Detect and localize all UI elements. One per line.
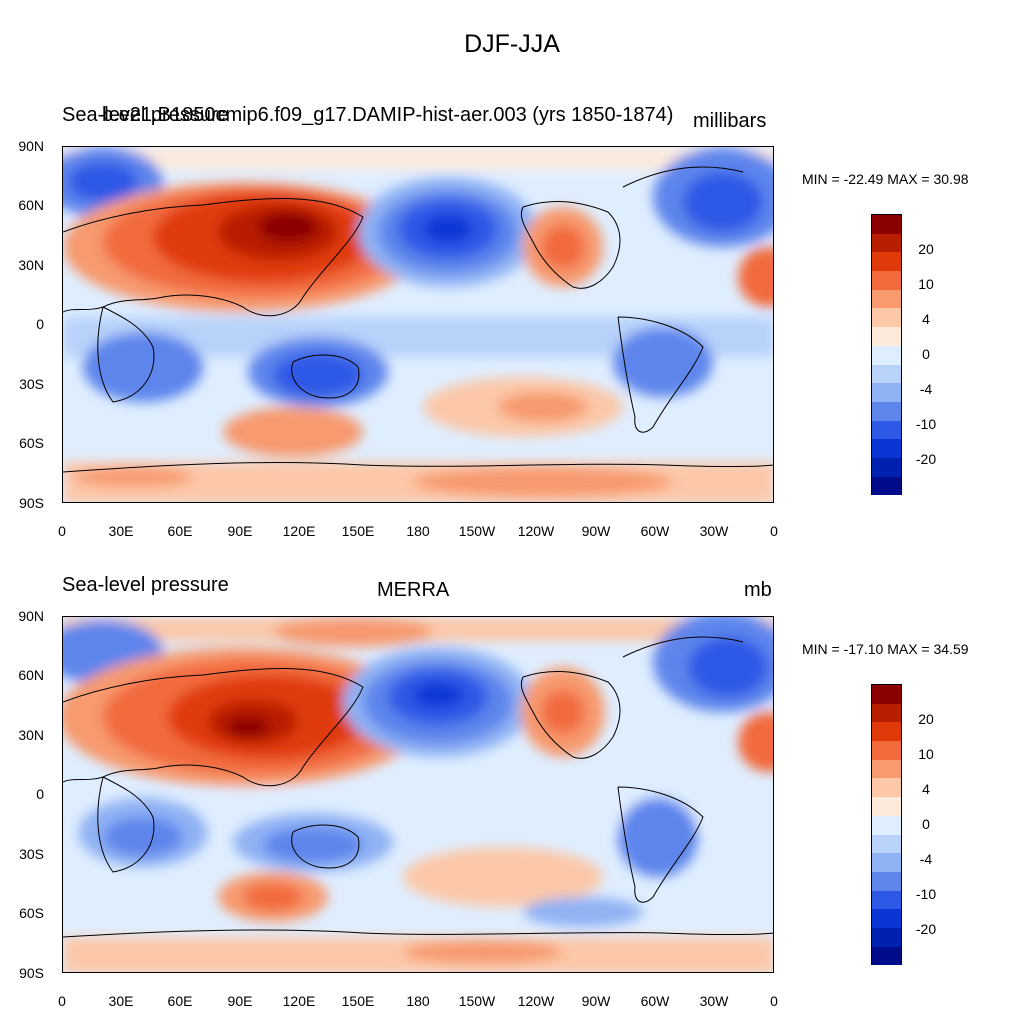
panel1-lon-label: 30E — [108, 523, 134, 539]
colorbar-swatch — [872, 457, 901, 477]
panel2-lon-label: 90W — [581, 993, 611, 1009]
panel1-colorbar-label: -10 — [915, 416, 937, 432]
colorbar-swatch — [872, 345, 901, 365]
panel2-lat-label-90n: 90N — [18, 608, 44, 624]
panel2-lon-label: 0 — [770, 993, 778, 1009]
panel1-lat-label-eq: 0 — [36, 316, 44, 332]
panel2-colorbar-label: 20 — [918, 711, 934, 727]
panel1-lon-label: 150E — [341, 523, 375, 539]
panel2-colorbar-label: 4 — [922, 781, 930, 797]
panel2-lon-label: 90E — [227, 993, 253, 1009]
panel1-units-label: millibars — [693, 110, 767, 132]
panel1-lon-label: 30W — [699, 523, 729, 539]
colorbar-swatch — [872, 797, 901, 816]
panel1-lon-label: 90W — [581, 523, 611, 539]
panel1-colorbar-label: 20 — [918, 241, 934, 257]
panel1-case-label: b.e21.B1850cmip6.f09_g17.DAMIP-hist-aer.… — [102, 104, 674, 126]
panel2-min-max: MIN = -17.10 MAX = 34.59 — [802, 641, 969, 657]
panel1-lon-label: 60W — [640, 523, 670, 539]
colorbar-swatch — [872, 420, 901, 440]
colorbar-swatch — [872, 439, 901, 458]
panel1-lon-label: 60E — [167, 523, 193, 539]
panel2-lat-label-90s: 90S — [19, 965, 44, 981]
colorbar-swatch — [872, 327, 901, 346]
panel1-lat-label-60n: 60N — [18, 197, 44, 213]
panel2-lon-label: 120W — [517, 993, 555, 1009]
panel1-min-max: MIN = -22.49 MAX = 30.98 — [802, 171, 969, 187]
panel2-lon-label: 150W — [458, 993, 496, 1009]
panel1-lon-label: 180 — [406, 523, 430, 539]
colorbar-swatch — [872, 853, 901, 872]
colorbar-swatch — [872, 215, 901, 234]
panel2-lon-label: 120E — [282, 993, 316, 1009]
colorbar-swatch — [872, 722, 901, 742]
panel1-lon-label: 0 — [770, 523, 778, 539]
panel1-colorbar-label: 10 — [918, 276, 934, 292]
panel1-lon-label: 120E — [282, 523, 316, 539]
panel1-colorbar-label: -20 — [915, 451, 937, 467]
panel2-colorbar-label: 0 — [922, 816, 930, 832]
panel2-colorbar-label: -20 — [915, 921, 937, 937]
panel2-lat-label-30s: 30S — [19, 846, 44, 862]
panel1-colorbar-label: -4 — [919, 381, 933, 397]
panel2-variable-label: Sea-level pressure — [62, 574, 229, 596]
colorbar-swatch — [872, 909, 901, 928]
panel1-lon-label: 120W — [517, 523, 555, 539]
panel2-lat-label-60s: 60S — [19, 905, 44, 921]
panel2-lon-label: 30E — [108, 993, 134, 1009]
colorbar-swatch — [872, 308, 901, 328]
panel1-lat-label-60s: 60S — [19, 435, 44, 451]
colorbar-swatch — [872, 383, 901, 402]
panel1-colorbar-label: 4 — [922, 311, 930, 327]
panel2-units-label: mb — [744, 579, 772, 601]
panel2-dataset-label: MERRA — [377, 579, 450, 601]
panel2-lon-label: 30W — [699, 993, 729, 1009]
colorbar-swatch — [872, 476, 901, 496]
panel1-lat-label-30n: 30N — [18, 257, 44, 273]
panel2-lon-label: 0 — [58, 993, 66, 1009]
colorbar-swatch — [872, 946, 901, 966]
panel2-colorbar-label: -10 — [915, 886, 937, 902]
colorbar-swatch — [872, 890, 901, 910]
panel2-lon-label: 150E — [341, 993, 375, 1009]
colorbar-swatch — [872, 834, 901, 854]
panel1-lat-label-30s: 30S — [19, 376, 44, 392]
panel1-lat-label-90s: 90S — [19, 495, 44, 511]
panel2-colorbar-label: 10 — [918, 746, 934, 762]
panel1-lon-label: 150W — [458, 523, 496, 539]
panel2-lon-label: 180 — [406, 993, 430, 1009]
colorbar-swatch — [872, 778, 901, 798]
panel2-lon-label: 60E — [167, 993, 193, 1009]
colorbar-swatch — [872, 271, 901, 290]
colorbar-swatch — [872, 401, 901, 421]
panel2-colorbar — [871, 684, 902, 966]
panel1-variable-label: Sea-level pressure — [62, 104, 229, 126]
panel1-colorbar-label: 0 — [922, 346, 930, 362]
panel1-map-canvas — [63, 147, 773, 502]
colorbar-swatch — [872, 927, 901, 947]
panel1-colorbar — [871, 214, 902, 496]
panel2-lon-label: 60W — [640, 993, 670, 1009]
panel1-lon-label: 90E — [227, 523, 253, 539]
colorbar-swatch — [872, 815, 901, 835]
panel2-map — [62, 616, 774, 973]
panel1-map — [62, 146, 774, 503]
panel1-lat-label-90n: 90N — [18, 138, 44, 154]
panel2-map-canvas — [63, 617, 773, 972]
panel2-lat-label-eq: 0 — [36, 786, 44, 802]
panel2-colorbar-label: -4 — [919, 851, 933, 867]
colorbar-swatch — [872, 252, 901, 272]
panel2-lat-label-60n: 60N — [18, 667, 44, 683]
colorbar-swatch — [872, 759, 901, 779]
panel2-lat-label-30n: 30N — [18, 727, 44, 743]
colorbar-swatch — [872, 871, 901, 891]
colorbar-swatch — [872, 233, 901, 253]
main-title: DJF-JJA — [464, 30, 560, 58]
colorbar-swatch — [872, 685, 901, 704]
colorbar-swatch — [872, 703, 901, 723]
panel1-lon-label: 0 — [58, 523, 66, 539]
colorbar-swatch — [872, 364, 901, 384]
colorbar-swatch — [872, 741, 901, 760]
colorbar-swatch — [872, 289, 901, 309]
